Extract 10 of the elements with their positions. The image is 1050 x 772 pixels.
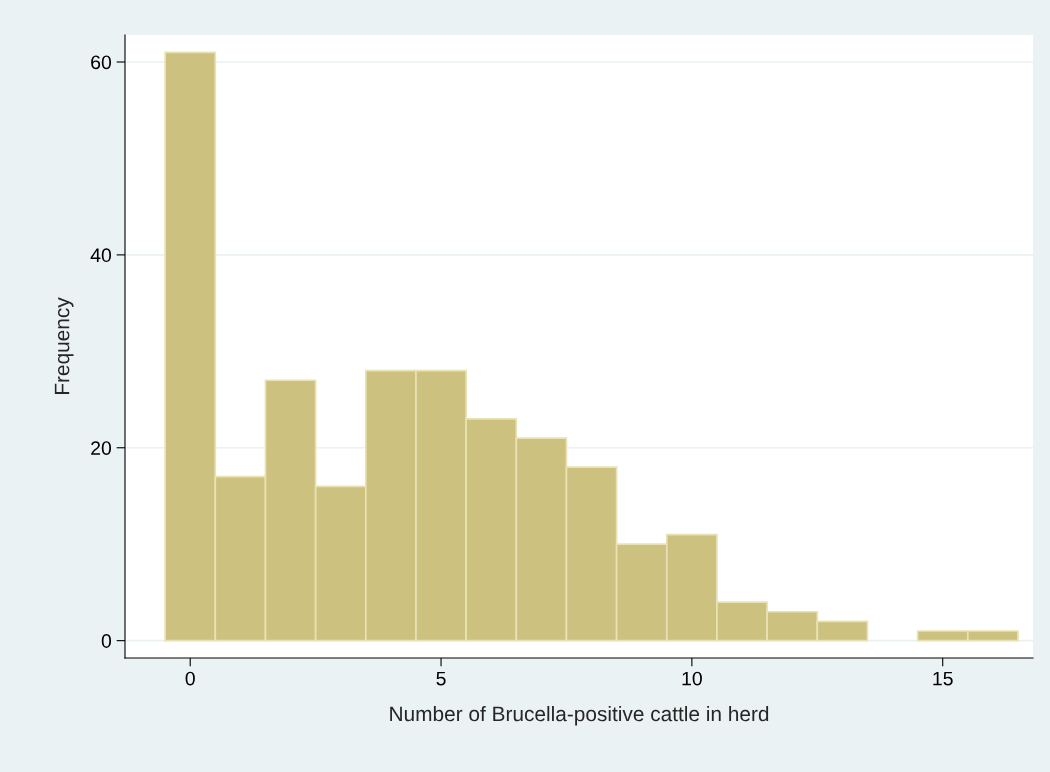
y-tick-label: 0	[101, 634, 112, 648]
x-tick-label: 15	[933, 671, 953, 686]
x-axis-title: Number of Brucella-positive cattle in herd	[390, 705, 769, 726]
x-tick-label: 0	[185, 671, 195, 686]
y-tick-label: 20	[91, 441, 112, 455]
x-tick-label: 10	[682, 671, 702, 686]
x-tick-label: 5	[436, 671, 446, 686]
y-tick-label: 40	[90, 248, 112, 263]
y-axis-title: Frequency	[54, 297, 74, 394]
y-tick-label: 60	[91, 55, 112, 70]
